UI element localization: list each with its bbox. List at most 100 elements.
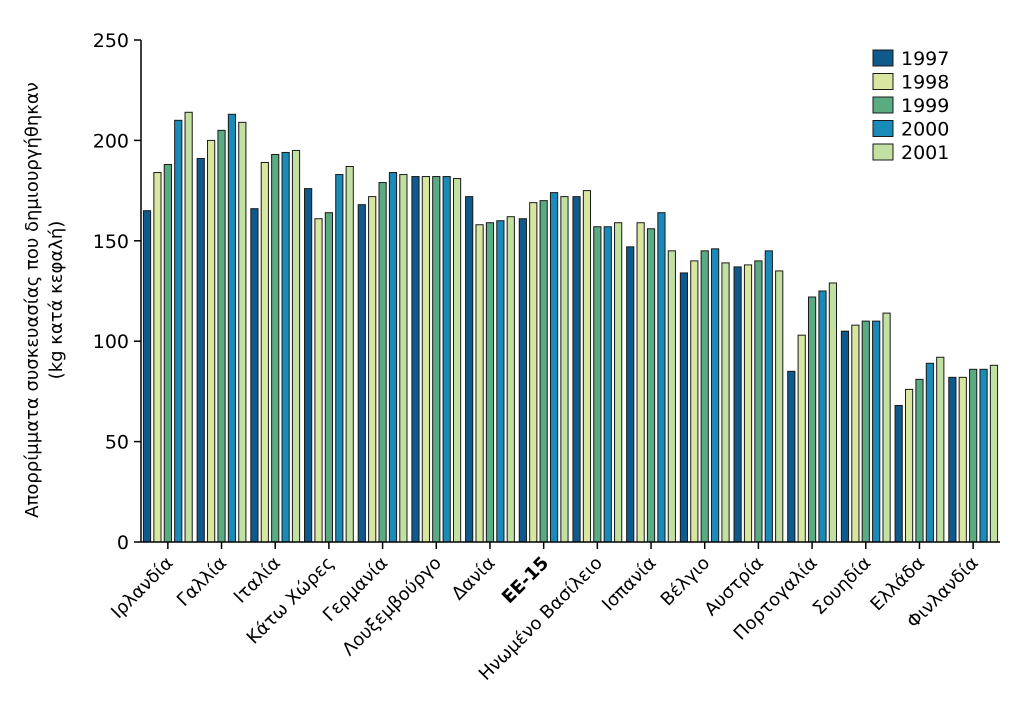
- y-tick-label: 50: [105, 432, 129, 454]
- bar-1998-8: [582, 190, 592, 543]
- bar-1999-11: [754, 260, 763, 543]
- bar-1998-0: [153, 172, 162, 543]
- legend-swatch-2001: [872, 143, 894, 161]
- bar-2000-4: [388, 172, 398, 543]
- bar-1998-7: [529, 202, 538, 543]
- bar-1998-11: [743, 264, 753, 543]
- bar-1997-9: [626, 246, 635, 543]
- x-tick-label: Δανία: [448, 553, 500, 605]
- bar-2000-3: [335, 174, 344, 543]
- bar-2001-0: [184, 111, 193, 543]
- bar-1997-14: [894, 404, 903, 543]
- x-tick-label: Ισπανία: [598, 553, 661, 616]
- bar-1998-5: [421, 176, 430, 543]
- bar-2001-15: [989, 364, 999, 543]
- y-axis: 0 50 100 150 200 250: [93, 30, 142, 554]
- bar-1997-0: [142, 210, 152, 543]
- x-tick-label: Λουξεμβούργο: [338, 553, 445, 660]
- legend-label-1997: 1997: [901, 48, 949, 70]
- bar-2000-6: [496, 220, 505, 543]
- bar-1999-10: [700, 250, 709, 543]
- bar-1998-6: [475, 224, 484, 543]
- bar-1999-5: [432, 176, 441, 543]
- legend-label-1998: 1998: [901, 72, 949, 94]
- bar-1999-4: [378, 182, 387, 543]
- bar-1999-6: [485, 222, 495, 543]
- x-tick-label: Ιρλανδία: [107, 553, 177, 623]
- bar-2001-6: [506, 216, 515, 543]
- bar-1999-2: [271, 153, 280, 543]
- bar-1997-7: [518, 218, 527, 543]
- bar-1997-1: [196, 157, 205, 543]
- bar-2000-7: [549, 192, 559, 543]
- bar-2001-2: [291, 149, 301, 543]
- bar-1999-9: [646, 228, 656, 543]
- bar-2000-0: [174, 119, 183, 543]
- y-axis-title-line2: (kg κατά κεφαλή): [46, 221, 67, 380]
- bar-2000-12: [818, 290, 827, 543]
- bar-2001-9: [667, 250, 676, 543]
- bar-2001-13: [882, 312, 891, 543]
- bar-1997-15: [948, 376, 957, 543]
- legend-label-2000: 2000: [901, 119, 949, 141]
- bar-1997-6: [465, 196, 474, 543]
- bar-1999-7: [539, 200, 548, 543]
- bar-1997-13: [840, 330, 850, 543]
- bar-1999-3: [324, 212, 334, 543]
- bar-2000-14: [925, 362, 934, 543]
- legend-swatch-1997: [872, 49, 894, 67]
- bar-1998-9: [636, 222, 645, 543]
- y-tick-label: 250: [93, 30, 129, 52]
- bar-1997-5: [411, 176, 420, 543]
- bar-2000-9: [657, 212, 666, 543]
- bar-1997-8: [572, 196, 581, 543]
- bar-1998-1: [207, 139, 216, 543]
- bar-2000-15: [979, 368, 988, 543]
- bar-2000-13: [872, 320, 881, 543]
- bar-1999-14: [915, 378, 924, 543]
- bar-1999-12: [807, 296, 817, 543]
- bar-2000-10: [711, 248, 720, 543]
- bar-1998-4: [368, 196, 377, 543]
- bar-2001-14: [936, 356, 945, 543]
- bar-1998-12: [797, 334, 806, 543]
- bar-1998-3: [314, 218, 323, 543]
- y-tick-label: 150: [93, 231, 129, 253]
- bar-1998-2: [260, 161, 269, 543]
- bar-series-group: [142, 111, 999, 543]
- bar-2001-4: [399, 174, 408, 543]
- legend-label-1999: 1999: [901, 95, 949, 117]
- bar-1999-13: [861, 320, 870, 543]
- bar-2001-11: [775, 270, 784, 543]
- legend-swatch-1999: [872, 96, 894, 114]
- x-tick-label: Σουηδία: [809, 553, 876, 620]
- bar-1999-15: [969, 368, 978, 543]
- bar-2001-1: [238, 121, 247, 543]
- bar-2000-11: [764, 250, 773, 543]
- bar-2000-8: [603, 226, 612, 543]
- bar-1999-8: [593, 226, 602, 543]
- bar-1997-2: [250, 208, 259, 543]
- bar-1998-10: [690, 260, 699, 543]
- bar-2001-12: [828, 282, 837, 543]
- bar-1999-0: [163, 164, 172, 543]
- legend-label-2001: 2001: [901, 142, 949, 164]
- legend-swatch-2000: [872, 120, 894, 137]
- bar-1997-11: [733, 266, 742, 543]
- bar-2001-8: [614, 222, 623, 543]
- y-tick-label: 200: [93, 130, 129, 152]
- bar-1998-15: [958, 376, 967, 543]
- bar-1998-14: [904, 388, 914, 543]
- bar-2001-3: [345, 166, 354, 543]
- y-tick-label: 0: [117, 532, 129, 554]
- bar-2000-2: [281, 151, 290, 543]
- y-axis-title: Απορρίμματα συσκευασίας που δημιουργήθηκ…: [22, 82, 67, 518]
- bar-1997-3: [304, 188, 313, 543]
- bar-2001-10: [721, 262, 730, 543]
- bar-2001-7: [560, 196, 569, 543]
- bar-1997-10: [679, 272, 689, 543]
- bar-1999-1: [217, 129, 226, 543]
